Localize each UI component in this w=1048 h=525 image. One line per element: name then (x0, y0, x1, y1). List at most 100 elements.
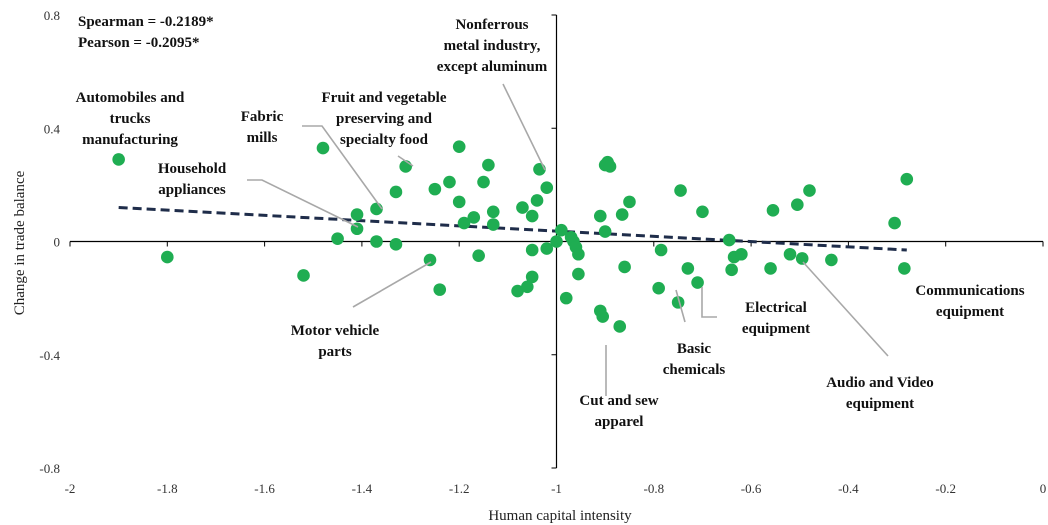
data-point (572, 248, 585, 261)
data-point (487, 205, 500, 218)
data-point (472, 249, 485, 262)
annotation-line: Basic (677, 341, 712, 357)
data-point (796, 252, 809, 265)
y-axis-title: Change in trade balance (12, 170, 28, 315)
data-point (487, 218, 500, 231)
y-tick-label: -0.8 (39, 461, 60, 476)
data-point (682, 262, 695, 275)
data-point (616, 208, 629, 221)
data-point (516, 201, 529, 214)
trend-line-group (119, 208, 907, 250)
data-point (572, 268, 585, 281)
annotation-line: Electrical (745, 300, 807, 316)
annotation-line: Fabric (241, 109, 284, 125)
annotation-label: Fabric mills (241, 109, 284, 146)
data-point (331, 232, 344, 245)
data-point (560, 292, 573, 305)
data-point (725, 264, 738, 277)
data-point (550, 235, 563, 248)
data-point (477, 176, 490, 189)
x-tick-label: 0 (1040, 481, 1047, 496)
x-tick-label: -1.8 (157, 481, 178, 496)
data-point (618, 261, 631, 274)
annotation-line: equipment (742, 321, 810, 337)
annotation-line: Motor vehicle (291, 323, 380, 339)
annotation-line: Cut and sew (579, 393, 658, 409)
data-point (370, 235, 383, 248)
data-point (735, 248, 748, 261)
data-point (112, 153, 125, 166)
data-point (297, 269, 310, 282)
callout-leader-line (503, 84, 545, 170)
annotation-line: Household (158, 161, 227, 177)
annotation-line: Audio and Video (826, 375, 934, 391)
x-tick-label: -0.8 (644, 481, 665, 496)
data-point (888, 217, 901, 230)
x-tick-label: -1.4 (352, 481, 373, 496)
data-point (482, 159, 495, 172)
y-tick-label: 0.4 (44, 121, 61, 136)
trend-line (119, 208, 907, 250)
x-tick-label: -1 (551, 481, 562, 496)
annotation-line: Fruit and vegetable (322, 90, 447, 106)
stat-text: Spearman = -0.2189* (78, 14, 214, 30)
y-tick-label: 0.8 (44, 8, 60, 23)
annotation-line: Nonferrous (455, 17, 528, 33)
data-point (604, 160, 617, 173)
data-point (898, 262, 911, 275)
data-point (655, 244, 668, 257)
callout-leader-line (702, 287, 717, 317)
annotation-line: preserving and (336, 111, 433, 127)
data-point (351, 208, 364, 221)
x-tick-label: -1.6 (254, 481, 275, 496)
callout-leader-line (803, 262, 888, 356)
data-point (161, 251, 174, 264)
x-axis-title: Human capital intensity (488, 508, 632, 524)
annotation-line: specialty food (340, 132, 429, 148)
annotation-line: equipment (936, 304, 1004, 320)
data-point (429, 183, 442, 196)
data-point (691, 276, 704, 289)
data-point (453, 140, 466, 153)
annotation-labels: Automobiles and trucks manufacturing Fabric… (76, 17, 1025, 430)
annotation-line: appliances (158, 182, 226, 198)
annotation-label: Fruit and vegetable preserving and special… (322, 90, 447, 148)
annotation-line: trucks (110, 111, 151, 127)
data-point (674, 184, 687, 197)
data-point (540, 181, 553, 194)
annotation-line: metal industry, (444, 38, 541, 54)
data-point (652, 282, 665, 295)
stat-text: Pearson = -0.2095* (78, 35, 199, 51)
annotation-label: Electrical equipment (742, 300, 810, 337)
data-point (764, 262, 777, 275)
annotation-line: Communications (915, 283, 1024, 299)
data-point (696, 205, 709, 218)
annotation-label: Nonferrous metal industry, except aluminum (437, 17, 548, 75)
data-point (390, 238, 403, 251)
data-point (594, 210, 607, 223)
stats-box: Spearman = -0.2189* Pearson = -0.2095* (78, 14, 214, 51)
y-tick-label: 0 (54, 235, 61, 250)
callout-leader-line (353, 262, 431, 307)
annotation-line: apparel (595, 414, 644, 430)
x-tick-label: -0.6 (741, 481, 762, 496)
annotation-line: mills (247, 130, 278, 146)
data-point (791, 198, 804, 211)
data-point (784, 248, 797, 261)
data-point (526, 244, 539, 257)
data-point (453, 196, 466, 209)
annotation-label: Household appliances (158, 161, 227, 198)
x-tick-label: -1.2 (449, 481, 470, 496)
y-tick-label: -0.4 (39, 348, 60, 363)
data-point (390, 186, 403, 199)
annotation-label: Basic chemicals (663, 341, 726, 378)
annotation-label: Motor vehicle parts (291, 323, 380, 360)
data-point (317, 142, 330, 155)
data-point (443, 176, 456, 189)
data-point (900, 173, 913, 186)
data-point (467, 211, 480, 224)
annotation-line: chemicals (663, 362, 726, 378)
data-point (433, 283, 446, 296)
annotation-label: Automobiles and trucks manufacturing (76, 90, 185, 148)
